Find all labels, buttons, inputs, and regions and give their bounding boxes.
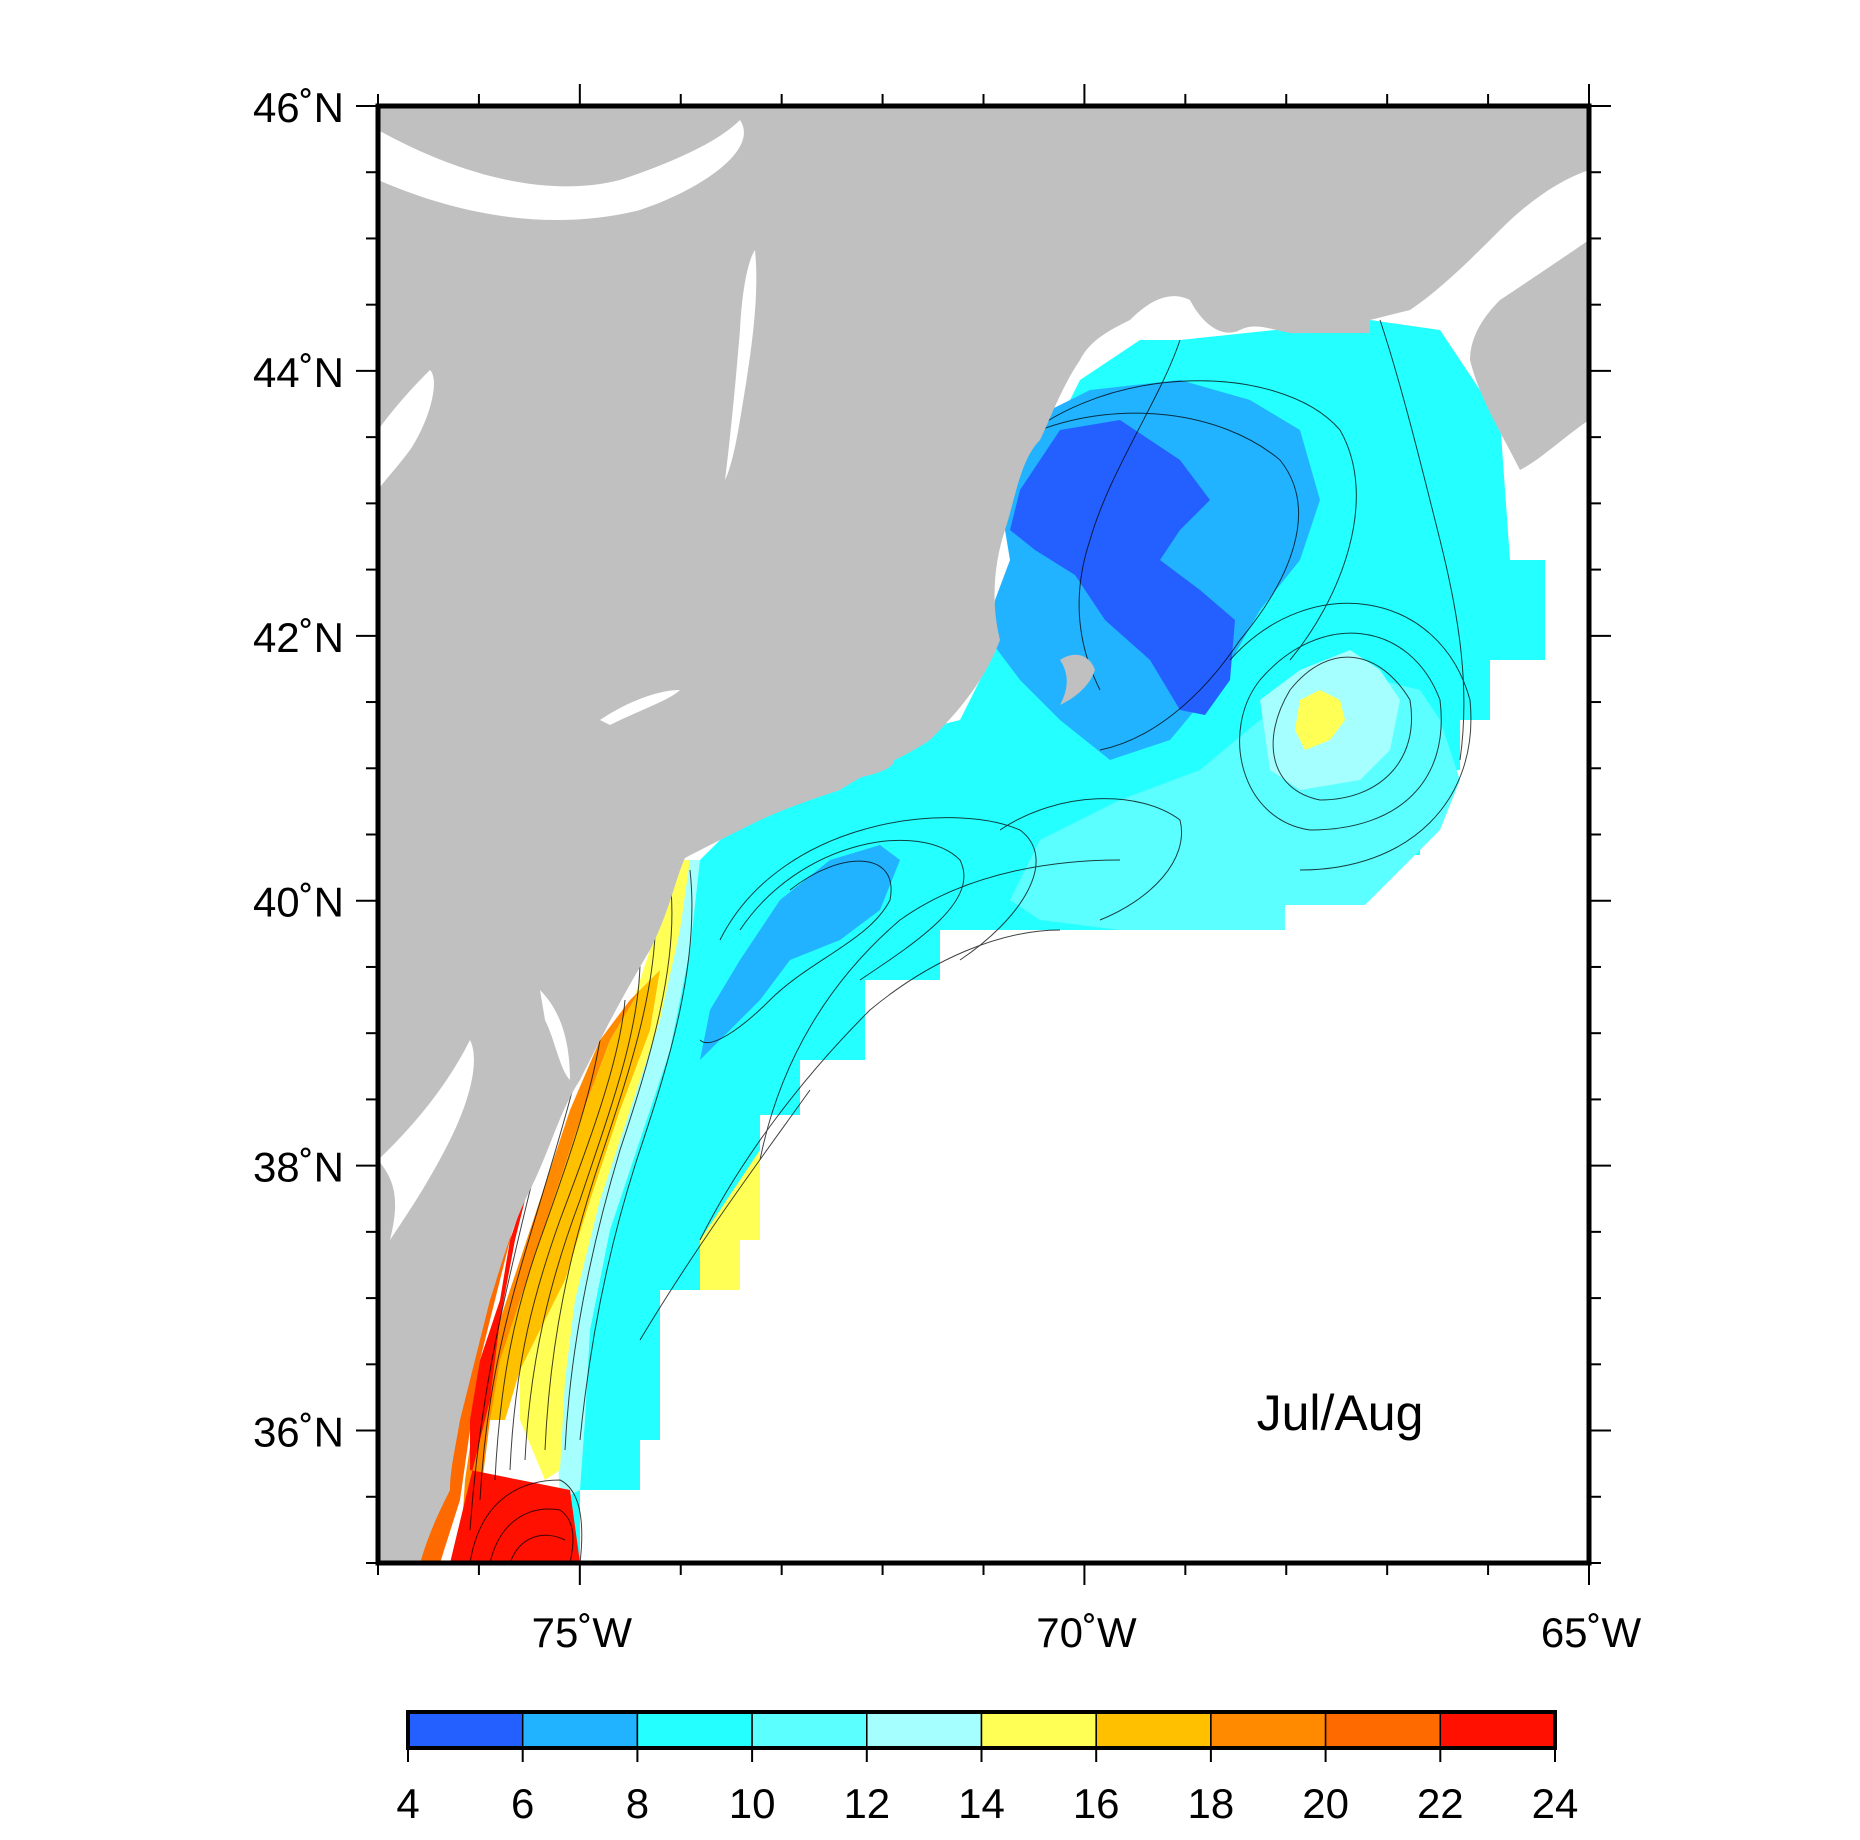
lat-tick-label: 42˚N	[253, 614, 344, 661]
lat-tick-label: 40˚N	[253, 879, 344, 926]
colorbar-tick-label: 8	[626, 1780, 649, 1827]
latitude-ticks: 46˚N 44˚N 42˚N 40˚N 38˚N 36˚N	[253, 84, 1611, 1564]
temp-region-22-24	[450, 1180, 580, 1563]
colorbar-tick-label: 6	[511, 1780, 534, 1827]
colorbar-bin	[1095, 1711, 1212, 1749]
colorbar-tick-label: 14	[958, 1780, 1005, 1827]
colorbar-bin	[1439, 1711, 1556, 1749]
colorbar-bin	[866, 1711, 983, 1749]
temp-region-14-16-core	[1295, 690, 1345, 750]
colorbar-tick-label: 16	[1073, 1780, 1120, 1827]
land-cape-cod	[1060, 654, 1095, 705]
colorbar-bin	[1210, 1711, 1327, 1749]
lon-tick-label: 65˚W	[1541, 1609, 1642, 1656]
colorbar-bin	[521, 1711, 639, 1749]
inland-waters	[378, 120, 757, 1240]
colorbar-tick-label: 22	[1417, 1780, 1464, 1827]
lat-tick-label: 46˚N	[253, 84, 344, 131]
land-mass-nova-scotia	[1470, 240, 1589, 470]
colorbar-tick-label: 24	[1532, 1780, 1579, 1827]
colorbar-bin	[751, 1711, 868, 1749]
lon-tick-label: 70˚W	[1036, 1609, 1137, 1656]
temp-region-14-16-offshore	[700, 1150, 760, 1290]
map-plot-area	[378, 106, 1589, 1563]
temp-region-8-10	[560, 320, 1545, 1560]
period-label: Jul/Aug	[1257, 1385, 1424, 1441]
colorbar-tick-label: 12	[843, 1780, 890, 1827]
lon-tick-label: 75˚W	[532, 1609, 633, 1656]
temp-region-4-6-core	[1010, 420, 1235, 715]
lat-tick-label: 38˚N	[253, 1144, 344, 1191]
colorbar-tick-label: 4	[396, 1780, 419, 1827]
colorbar-bin	[636, 1711, 753, 1749]
colorbar: 4 6 8 10 12 14 16 18 20 22 24	[396, 1710, 1579, 1827]
colorbar-tick-label: 18	[1188, 1780, 1235, 1827]
lat-tick-label: 36˚N	[253, 1409, 344, 1456]
colorbar-bin	[980, 1711, 1097, 1749]
colorbar-bin	[1324, 1711, 1442, 1749]
colorbar-tick-label: 10	[729, 1780, 776, 1827]
longitude-ticks: 75˚W 70˚W 65˚W	[377, 84, 1642, 1656]
land-long-island	[700, 755, 894, 830]
colorbar-bin	[407, 1711, 524, 1749]
isotherm-contours	[469, 319, 1472, 1563]
colorbar-tick-label: 20	[1302, 1780, 1349, 1827]
lat-tick-label: 44˚N	[253, 349, 344, 396]
temp-region-6-8-shelf	[700, 845, 900, 1060]
land-mass-north-america	[378, 106, 1589, 1563]
temperature-field	[410, 319, 1545, 1563]
temp-region-12-14-inshore	[555, 860, 700, 1500]
